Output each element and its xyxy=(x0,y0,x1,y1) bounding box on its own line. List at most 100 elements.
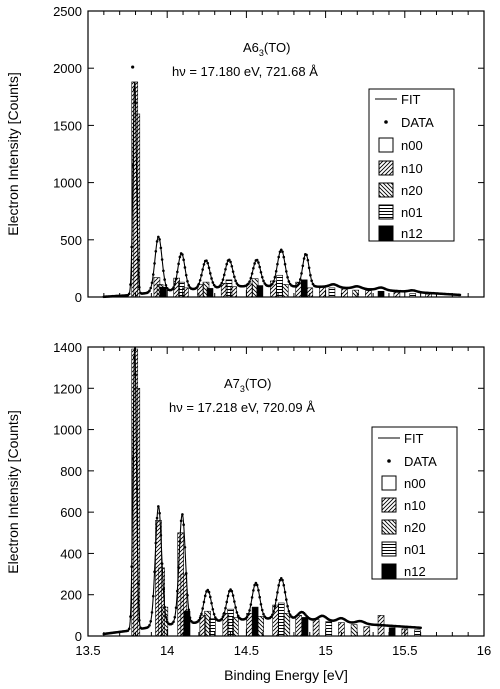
data-point xyxy=(181,253,184,256)
bar-n10 xyxy=(365,290,372,298)
data-point xyxy=(183,266,187,269)
data-point xyxy=(296,283,300,287)
data-point xyxy=(173,615,177,619)
bar-n12 xyxy=(388,627,396,637)
data-point xyxy=(259,602,263,606)
y-tick-label: 1000 xyxy=(53,176,82,191)
x-axis-ticks xyxy=(87,11,485,297)
bar-n20 xyxy=(232,617,239,637)
data-point xyxy=(254,581,258,585)
data-point xyxy=(245,615,249,619)
legend-n00-label: n00 xyxy=(404,476,426,491)
data-point xyxy=(207,590,211,594)
data-point xyxy=(255,583,259,587)
data-point xyxy=(230,589,234,593)
data-point xyxy=(309,273,312,277)
panel-bottom: 0 200 400 600 800 1000 1200 1400 13.5 14 14.5 15 15… xyxy=(5,340,491,683)
data-point xyxy=(164,615,168,619)
data-point xyxy=(235,611,239,614)
data-point xyxy=(248,280,251,283)
energy-label: hν = 17.180 eV, 721.68 Å xyxy=(172,64,318,79)
data-point xyxy=(188,616,192,620)
data-point xyxy=(306,258,310,262)
legend-data-label: DATA xyxy=(404,454,437,469)
data-point xyxy=(148,624,151,627)
data-point xyxy=(174,277,178,281)
data-point xyxy=(129,283,132,286)
data-point xyxy=(208,595,212,599)
data-point xyxy=(127,627,131,631)
data-point xyxy=(234,606,237,609)
data-point xyxy=(174,606,178,610)
data-point xyxy=(272,280,275,283)
data-point xyxy=(222,273,226,277)
data-point xyxy=(208,272,212,275)
data-point xyxy=(253,262,256,265)
legend-n12-label: n12 xyxy=(401,226,423,241)
data-point xyxy=(258,595,262,599)
data-point xyxy=(202,263,206,266)
legend-data-marker xyxy=(384,120,388,124)
y-tick-label: 800 xyxy=(60,464,82,479)
energy-label: hν = 17.218 eV, 720.09 Å xyxy=(169,400,315,415)
data-point xyxy=(182,258,185,262)
data-point xyxy=(248,609,251,612)
data-point xyxy=(226,594,230,598)
data-point xyxy=(184,572,188,575)
data-point xyxy=(187,608,191,612)
legend-n01-swatch xyxy=(378,204,394,220)
data-point xyxy=(231,270,235,273)
data-point xyxy=(178,255,182,259)
data-point xyxy=(196,285,199,288)
data-point xyxy=(200,612,203,616)
legend-n20-swatch xyxy=(378,182,394,198)
data-point xyxy=(206,588,210,592)
data-point xyxy=(255,258,259,262)
data-point xyxy=(249,276,253,280)
data-point xyxy=(271,282,274,286)
x-tick-label: 14 xyxy=(160,643,174,658)
data-point xyxy=(257,261,260,264)
data-point xyxy=(222,611,226,615)
data-point xyxy=(187,284,191,287)
data-point xyxy=(233,600,236,603)
data-point xyxy=(221,278,225,281)
data-point xyxy=(154,249,158,253)
data-point xyxy=(225,262,229,266)
data-point xyxy=(298,278,302,281)
bar-n01 xyxy=(209,618,216,637)
legend-n10-label: n10 xyxy=(401,161,423,176)
bar-n01 xyxy=(276,274,283,298)
data-point xyxy=(225,600,229,604)
data-point xyxy=(247,282,250,286)
data-point xyxy=(247,613,250,616)
data-point xyxy=(274,598,278,602)
data-point xyxy=(184,273,188,277)
legend-data-label: DATA xyxy=(401,115,434,130)
data-point xyxy=(134,101,137,104)
data-point xyxy=(252,266,255,270)
data-point xyxy=(135,487,139,491)
data-point xyxy=(183,545,187,549)
bar-n01 xyxy=(409,293,417,298)
bar-n10 xyxy=(425,293,432,298)
data-point xyxy=(230,264,234,268)
bar-n01 xyxy=(414,629,421,637)
data-point xyxy=(153,262,156,265)
data-point xyxy=(162,269,165,273)
data-point xyxy=(273,275,277,279)
legend-n20-label: n20 xyxy=(404,520,426,535)
data-point xyxy=(301,264,305,268)
bar-n10 xyxy=(295,615,302,637)
data-point xyxy=(126,629,130,632)
data-point xyxy=(259,270,263,274)
data-point xyxy=(197,618,201,622)
data-point xyxy=(262,279,265,283)
legend-n00-label: n00 xyxy=(401,138,423,153)
legend-fit-label: FIT xyxy=(401,92,421,107)
data-point xyxy=(136,258,140,261)
data-points-group xyxy=(102,65,462,299)
data-point xyxy=(131,457,135,460)
bar-n01 xyxy=(277,602,285,637)
y-axis-ticks: 0 500 1000 1500 2000 2500 xyxy=(53,4,484,305)
